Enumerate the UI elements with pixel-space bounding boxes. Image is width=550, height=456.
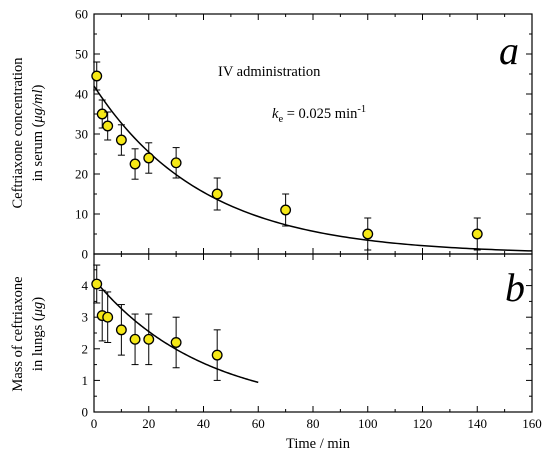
panel-b-y-tick-label-3: 3: [82, 310, 89, 325]
panel-a-data-point-6: [170, 157, 182, 169]
panel-b: 0 20 40 60 80 100 120 140 160 0 1 2 3 4: [82, 253, 542, 431]
x-tick-label-2: 40: [197, 416, 210, 431]
panel-a-data-point-10: [471, 228, 483, 240]
x-tick-label-4: 80: [307, 416, 320, 431]
panel-b-data-point-0: [91, 278, 103, 290]
ylabel-b-unit: μg: [30, 302, 46, 318]
x-tick-label-6: 120: [413, 416, 433, 431]
panel-a-data-point-9: [362, 228, 374, 240]
panel-a-data-point-5: [143, 152, 155, 164]
panel-b-y-tick-label-4: 4: [82, 278, 89, 293]
ylabel-a-suffix: ): [30, 84, 46, 89]
panel-b-data-point-3: [115, 324, 127, 336]
panel-b-y-tick-label-0: 0: [82, 405, 89, 420]
ylabel-b-suffix: ): [30, 297, 46, 302]
panel-a-data-point-4: [129, 158, 141, 170]
panel-a-ylabel-line-2: in serum (μg/ml): [30, 84, 46, 181]
panel-a-fit-curve: [93, 85, 533, 252]
panel-a-y-tick-label-5: 50: [75, 47, 88, 62]
x-axis-label: Time / min: [286, 436, 351, 452]
panel-b-label: b: [505, 265, 525, 310]
panel-b-y-tick-label-1: 1: [82, 373, 89, 388]
ylabel-a-prefix: in serum (: [30, 122, 46, 181]
x-tick-label-0: 0: [91, 416, 98, 431]
rate-value: = 0.025 min: [283, 106, 358, 122]
panel-a-label: a: [499, 28, 519, 73]
rate-superscript: -1: [357, 104, 366, 115]
rate-constant-label: ke = 0.025 min-1: [272, 104, 366, 125]
x-tick-label-5: 100: [358, 416, 378, 431]
panel-b-ylabel-line-2: in lungs (μg): [30, 297, 46, 371]
rate-subscript: e: [278, 114, 283, 125]
panel-a-ylabel-line-1: Ceftriaxone concentration: [10, 57, 26, 209]
panel-a-data-point-3: [115, 134, 127, 146]
panel-a-y-tick-label-1: 10: [75, 207, 88, 222]
panel-a-data-point-1: [96, 108, 108, 120]
panel-a-y-tick-label-0: 0: [82, 247, 89, 262]
x-tick-label-1: 20: [142, 416, 155, 431]
panel-a-data-point-8: [280, 204, 292, 216]
panel-a-data-point-0: [91, 70, 103, 82]
panel-b-data-point-5: [143, 333, 155, 345]
panel-a-annotation: IV administration: [218, 64, 321, 80]
panel-b-y-tick-label-2: 2: [82, 341, 89, 356]
panel-a-data-point-7: [211, 188, 223, 200]
panel-a-y-tick-label-6: 60: [75, 7, 88, 22]
panel-a-y-tick-label-4: 40: [75, 87, 88, 102]
panel-b-data-point-4: [129, 333, 141, 345]
x-tick-label-3: 60: [252, 416, 265, 431]
panel-b-data-point-7: [211, 349, 223, 361]
panel-a: 0 10 20 30 40 50 60: [75, 7, 533, 262]
rate-symbol: k: [272, 106, 279, 122]
panel-a-y-tick-label-3: 30: [75, 127, 88, 142]
x-tick-label-8: 160: [522, 416, 542, 431]
panel-b-ylabel-line-1: Mass of ceftriaxone: [10, 276, 26, 391]
panel-b-data-point-6: [170, 337, 182, 348]
panel-b-data-point-2: [102, 311, 114, 323]
x-tick-label-7: 140: [468, 416, 488, 431]
panel-a-y-tick-label-2: 20: [75, 167, 88, 182]
panel-a-data-point-2: [102, 120, 114, 132]
ylabel-a-unit: μg/ml: [30, 89, 46, 123]
ylabel-b-prefix: in lungs (: [30, 316, 46, 371]
